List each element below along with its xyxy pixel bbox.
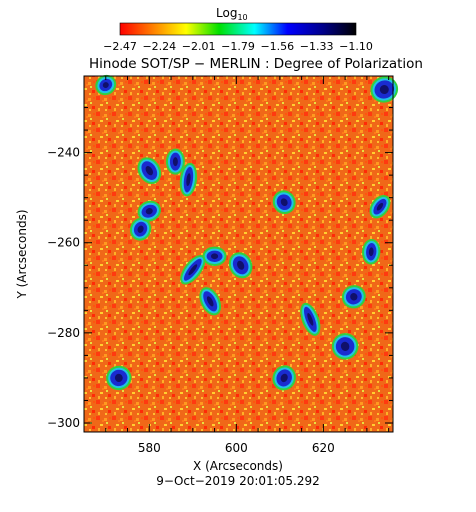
y-tick-label: −300 [47, 416, 80, 430]
polarization-patch [129, 217, 152, 241]
patch-core [280, 198, 288, 207]
colorbar-tick-label: −2.24 [142, 40, 176, 53]
patch-core [280, 373, 288, 383]
polarization-patch [165, 148, 185, 175]
y-tick-label: −240 [47, 146, 80, 160]
patch-core [206, 296, 214, 307]
colorbar-tick-label: −1.56 [260, 40, 294, 53]
patch-core [340, 341, 350, 351]
polarization-patch [202, 246, 227, 266]
chart-title: Hinode SOT/SP − MERLIN : Degree of Polar… [89, 56, 423, 72]
colorbar-tick-label: −2.01 [182, 40, 216, 53]
colorbar-ticks: −2.47 −2.24 −2.01 −1.79 −1.56 −1.33 −1.10 [103, 40, 373, 53]
patch-core [145, 208, 153, 215]
polarization-patch [272, 190, 296, 215]
polarization-patch [228, 252, 253, 279]
patch-core [145, 166, 154, 176]
patch-core [237, 260, 245, 270]
patch-core [210, 253, 219, 260]
patch-core [379, 85, 389, 95]
x-tick-label: 600 [225, 441, 248, 455]
patch-core [307, 313, 314, 326]
polarization-patch [300, 302, 321, 336]
polarization-patch [137, 157, 162, 184]
patch-core [188, 264, 198, 276]
polarization-patch [341, 285, 366, 309]
polarization-patch [362, 238, 381, 265]
colorbar-label: Log10 [216, 6, 248, 22]
patch-core [368, 247, 374, 257]
polarization-patch [370, 76, 399, 103]
y-axis-ticks: −240 −260 −280 −300 [47, 107, 393, 430]
y-tick-label: −260 [47, 236, 80, 250]
y-axis-label: Y (Arcseconds) [15, 209, 29, 299]
polarization-patch [180, 255, 206, 285]
polarization-patch [369, 195, 391, 219]
colorbar-tick-label: −2.47 [103, 40, 137, 53]
polarization-patch [137, 200, 161, 222]
colorbar: Log10 −2.47 −2.24 −2.01 −1.79 −1.56 −1.33 −1.1… [103, 6, 373, 53]
patch-core [137, 225, 144, 233]
heatmap [83, 74, 399, 433]
colorbar-label-sub: 10 [237, 13, 247, 22]
colorbar-tick-label: −1.33 [300, 40, 334, 53]
patch-core [102, 82, 109, 88]
polarization-patch [272, 365, 296, 391]
polarization-patch [199, 287, 222, 316]
y-tick-label: −280 [47, 326, 80, 340]
polarization-patch [95, 74, 117, 96]
patch-core [172, 157, 178, 167]
timestamp: 9−Oct−2019 20:01:05.292 [156, 474, 319, 488]
x-axis-ticks: 580 600 620 [105, 76, 390, 455]
colorbar-tick-label: −1.10 [339, 40, 373, 53]
patch-core [350, 293, 358, 301]
x-axis-label: X (Arcseconds) [193, 459, 283, 473]
x-tick-label: 580 [138, 441, 161, 455]
colorbar-label-main: Log [216, 6, 237, 20]
polarization-patch [106, 365, 132, 391]
colorbar-tick-label: −1.79 [221, 40, 255, 53]
patch-core [114, 373, 123, 382]
polarization-patch [331, 333, 359, 360]
colorbar-gradient [119, 22, 357, 36]
polarization-patch [179, 162, 198, 197]
plot-frame [83, 75, 394, 433]
patch-core [186, 173, 191, 187]
x-tick-label: 620 [312, 441, 335, 455]
patch-core [376, 202, 384, 211]
strong-polarization-patches [95, 74, 399, 391]
